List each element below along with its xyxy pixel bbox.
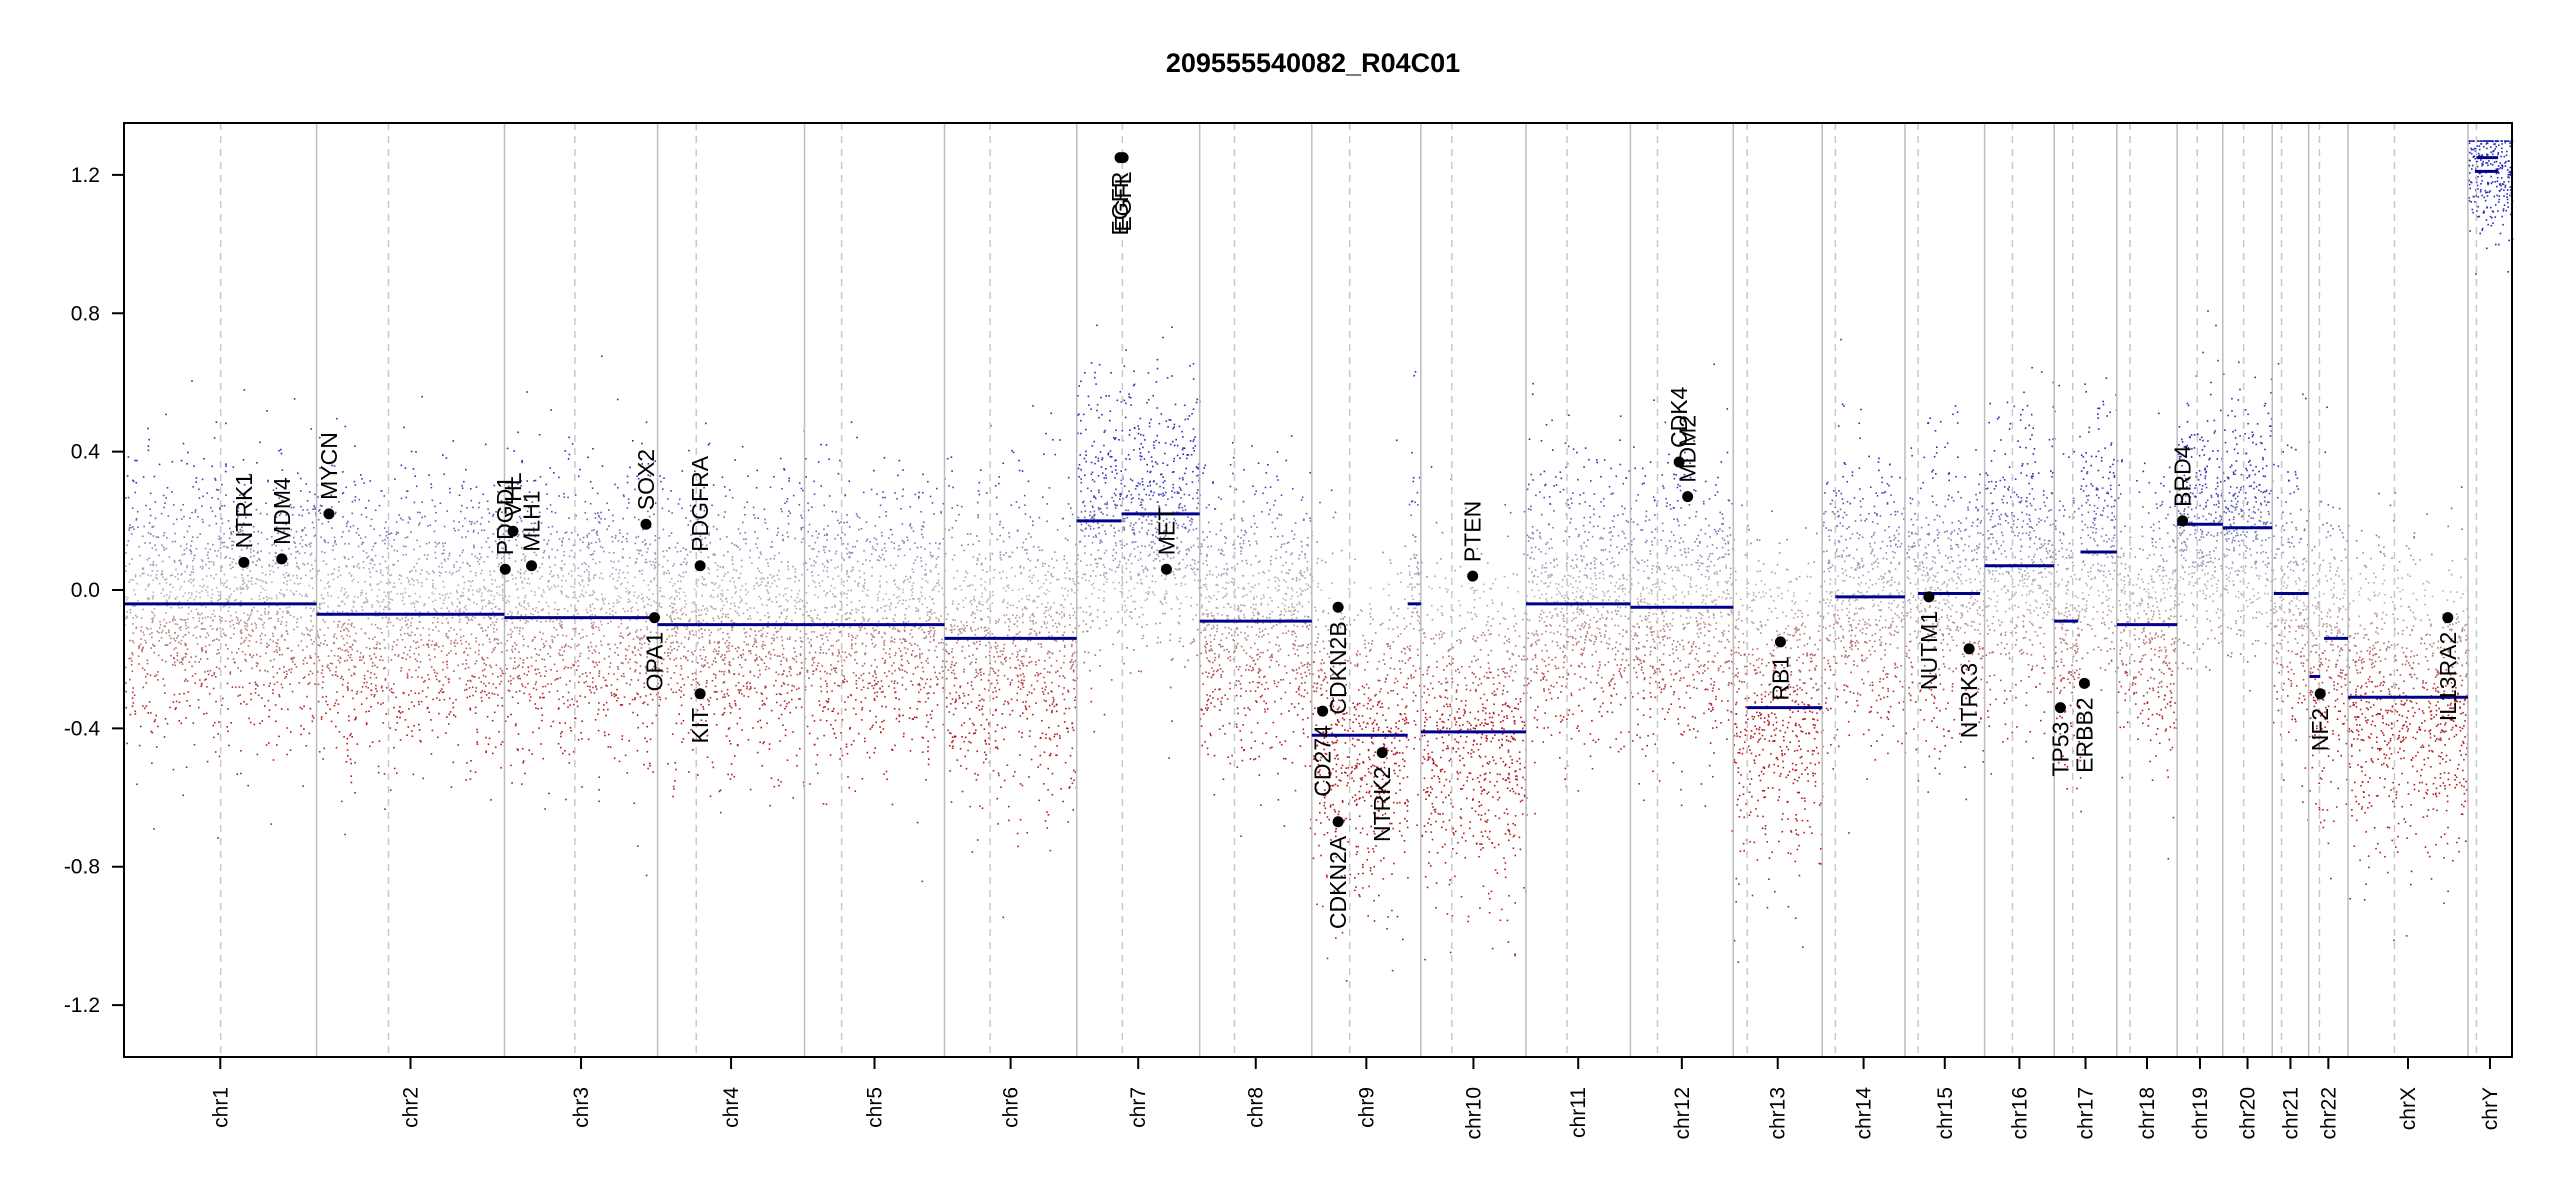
gene-label: SOX2 <box>633 449 659 510</box>
gene-point <box>1332 816 1344 828</box>
gene-label: CDK4 <box>1666 386 1692 448</box>
gene-label: PDGFRA <box>687 455 713 552</box>
gene-point <box>276 553 288 565</box>
x-tick-label: chr21 <box>2279 1087 2302 1140</box>
gene-point <box>507 525 519 537</box>
gene-point <box>323 508 335 520</box>
gene-point <box>640 518 652 530</box>
gene-point <box>1673 456 1685 468</box>
gene-label: CDKN2B <box>1325 621 1351 714</box>
gene-label: IL13RA2 <box>2435 632 2461 722</box>
x-tick-label: chr22 <box>2317 1087 2340 1140</box>
x-tick-label: chr15 <box>1934 1087 1957 1140</box>
x-tick-label: chr4 <box>720 1087 743 1128</box>
x-tick-label: chr6 <box>1000 1087 1023 1128</box>
x-tick-label: chrY <box>2479 1087 2502 1130</box>
x-tick-label: chr8 <box>1245 1087 1268 1128</box>
x-tick-label: chr5 <box>864 1087 887 1128</box>
gene-point <box>694 688 706 700</box>
probe-points <box>124 140 2514 982</box>
gene-point <box>238 556 250 568</box>
gene-label: CD274 <box>1310 725 1336 797</box>
gene-label: CDKN2A <box>1325 835 1351 929</box>
gene-point <box>1923 591 1935 603</box>
x-tick-label: chr3 <box>570 1087 593 1128</box>
x-tick-label: chrX <box>2397 1087 2420 1130</box>
gene-label: NTRK2 <box>1369 767 1395 842</box>
gene-label: EGFL <box>1110 171 1136 231</box>
x-tick-label: chr9 <box>1355 1087 1378 1128</box>
x-tick-label: chr7 <box>1127 1087 1150 1128</box>
gene-point <box>2054 702 2066 714</box>
gene-point <box>2314 688 2326 700</box>
y-tick-label: -0.8 <box>64 856 100 879</box>
gene-point <box>1117 152 1129 164</box>
x-tick-label: chr17 <box>2075 1087 2098 1140</box>
gene-label: PTEN <box>1460 501 1486 562</box>
gene-point <box>2078 677 2090 689</box>
x-tick-label: chr1 <box>209 1087 232 1128</box>
gene-label: MYCN <box>316 432 342 500</box>
y-tick-label: 1.2 <box>71 164 100 187</box>
gene-point <box>526 560 538 572</box>
gene-point <box>2442 612 2454 624</box>
gene-label: NUTM1 <box>1916 611 1942 690</box>
y-tick-label: -0.4 <box>64 717 101 740</box>
gene-point <box>1963 643 1975 655</box>
gene-label: NF2 <box>2307 708 2333 751</box>
gene-label: MET <box>1153 507 1179 556</box>
gene-label: BRD4 <box>2170 445 2196 507</box>
y-tick-label: 0.8 <box>71 302 100 325</box>
gene-label: TP53 <box>2047 722 2073 777</box>
x-tick-label: chr13 <box>1767 1087 1790 1140</box>
plot-frame <box>123 122 2513 1058</box>
gene-label: ERBB2 <box>2071 697 2097 772</box>
gene-point <box>1160 563 1172 575</box>
x-tick-label: chr2 <box>400 1087 423 1128</box>
y-tick-label: -1.2 <box>64 994 100 1017</box>
x-tick-label: chr20 <box>2237 1087 2260 1140</box>
gene-label: RB1 <box>1767 656 1793 701</box>
gene-label: NTRK3 <box>1956 663 1982 738</box>
gene-point <box>1467 570 1479 582</box>
x-tick-label: chr11 <box>1567 1087 1590 1138</box>
gene-point <box>499 563 511 575</box>
gene-label: MDM4 <box>269 477 295 545</box>
chart-title: 209555540082_R04C01 <box>1166 48 1460 78</box>
gene-label: OPA1 <box>641 632 667 692</box>
gene-label: KIT <box>687 708 713 744</box>
gene-label: VHL <box>500 472 526 517</box>
gene-point <box>1774 636 1786 648</box>
x-tick-label: chr19 <box>2189 1087 2212 1140</box>
gene-label: MLH1 <box>519 490 545 551</box>
gene-label: PDGD1 <box>492 476 518 555</box>
gene-point <box>694 560 706 572</box>
x-tick-label: chr16 <box>2008 1087 2031 1140</box>
gene-point <box>1376 747 1388 759</box>
gene-label: NTRK1 <box>231 473 257 548</box>
gene-label: EGFR <box>1107 172 1133 236</box>
gene-point <box>648 612 660 624</box>
gene-point <box>1317 705 1329 717</box>
x-tick-label: chr10 <box>1462 1087 1485 1140</box>
gene-point <box>1682 491 1694 503</box>
gene-label: MDM2 <box>1675 415 1701 483</box>
y-tick-label: 0.0 <box>71 579 100 602</box>
x-tick-label: chr18 <box>2136 1087 2159 1140</box>
y-tick-label: 0.4 <box>71 441 101 464</box>
x-tick-label: chr12 <box>1671 1087 1694 1140</box>
gene-point <box>1332 601 1344 613</box>
gene-point <box>2177 515 2189 527</box>
x-tick-label: chr14 <box>1853 1087 1876 1140</box>
